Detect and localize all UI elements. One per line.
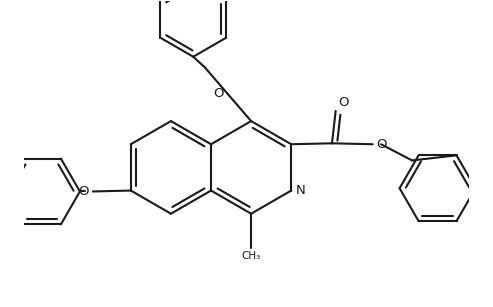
Text: N: N xyxy=(296,184,306,197)
Text: O: O xyxy=(213,87,223,100)
Text: O: O xyxy=(377,138,387,151)
Text: O: O xyxy=(79,185,89,198)
Text: O: O xyxy=(339,96,349,109)
Text: CH₃: CH₃ xyxy=(242,251,261,261)
